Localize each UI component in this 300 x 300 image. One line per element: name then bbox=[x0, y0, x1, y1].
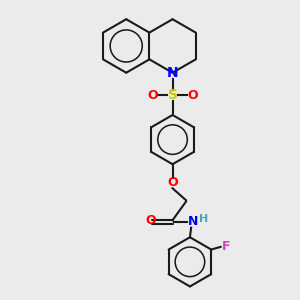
Text: H: H bbox=[199, 214, 208, 224]
Text: S: S bbox=[168, 88, 178, 103]
Text: O: O bbox=[147, 89, 158, 102]
Text: F: F bbox=[222, 240, 230, 254]
Text: O: O bbox=[146, 214, 156, 227]
Text: N: N bbox=[188, 215, 198, 228]
Text: N: N bbox=[167, 66, 178, 80]
Text: O: O bbox=[167, 176, 178, 189]
Text: O: O bbox=[187, 89, 198, 102]
